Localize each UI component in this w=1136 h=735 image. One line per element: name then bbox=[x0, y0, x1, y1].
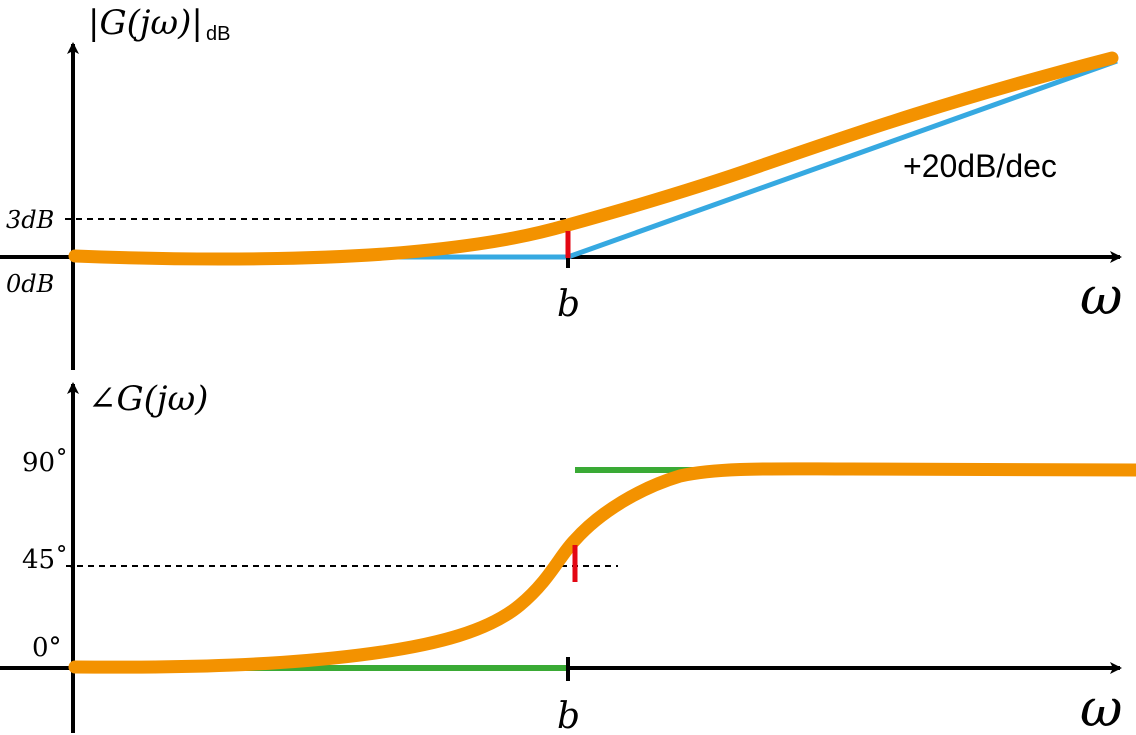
tick-label-0deg: 0° bbox=[32, 633, 62, 663]
tick-label-90deg: 90˚ bbox=[22, 448, 68, 478]
phase-y-axis-label: ∠G(jω) bbox=[88, 379, 208, 419]
magnitude-x-axis-label: ω bbox=[1080, 267, 1122, 327]
magnitude-break-label: b bbox=[557, 284, 580, 325]
magnitude-exact-curve bbox=[68, 51, 1119, 266]
slope-annotation: +20dB/dec bbox=[903, 148, 1057, 184]
magnitude-y-axis-subscript: dB bbox=[206, 23, 230, 45]
tick-label-3db: 3dB bbox=[6, 206, 54, 234]
phase-plot: ∠G(jω) 90˚ 45˚. 0° b ω bbox=[0, 379, 1136, 735]
magnitude-y-axis-label: |G(jω)| bbox=[88, 3, 203, 43]
phase-x-axis-label: ω bbox=[1080, 679, 1122, 735]
phase-break-label: b bbox=[557, 696, 580, 735]
phase-exact-curve bbox=[68, 462, 1136, 674]
tick-label-45deg: 45˚. bbox=[22, 545, 76, 575]
magnitude-plot: |G(jω)| dB 3dB 0dB b ω +20dB/dec bbox=[0, 3, 1122, 370]
tick-label-0db: 0dB bbox=[6, 270, 54, 298]
